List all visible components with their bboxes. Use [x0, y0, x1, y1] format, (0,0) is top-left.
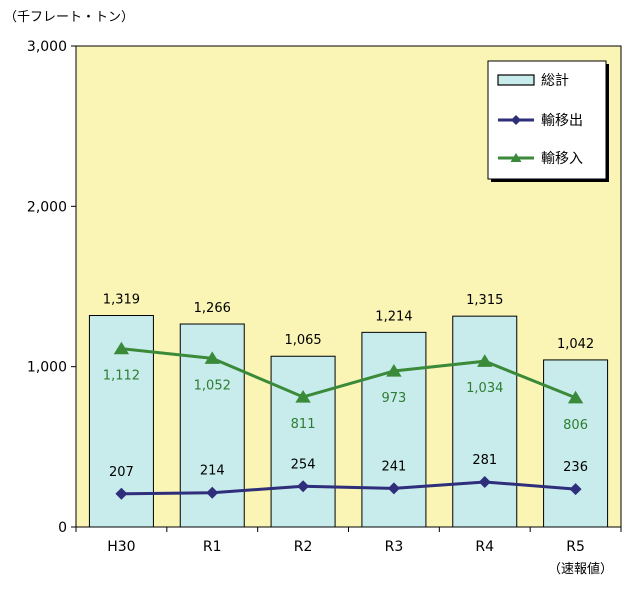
export-value-label: 207 — [109, 465, 134, 480]
bar-labels: 1,319 1,266 1,065 1,214 1,315 1,042 — [103, 293, 594, 352]
y-tick-label: 1,000 — [27, 360, 67, 376]
export-value-label: 254 — [291, 457, 316, 472]
export-value-label: 214 — [200, 464, 225, 479]
x-tick-label: R5 — [566, 539, 585, 555]
bar-total — [361, 331, 427, 528]
y-tick-label: 2,000 — [27, 199, 67, 215]
legend-diamond-icon — [511, 115, 521, 125]
import-value-label: 806 — [563, 418, 588, 433]
x-tick-label: R1 — [203, 539, 222, 555]
x-tick-label: H30 — [107, 539, 135, 555]
bar-total — [543, 359, 609, 528]
import-value-label: 1,052 — [194, 378, 231, 393]
marker-import — [386, 363, 402, 377]
y-unit-label: （千フレート・トン） — [4, 10, 135, 25]
bar-total — [270, 355, 336, 528]
bar-value-label: 1,319 — [103, 293, 140, 308]
export-value-label: 236 — [563, 460, 588, 475]
marker-export — [569, 483, 582, 496]
bar-value-label: 1,042 — [557, 337, 594, 352]
y-tick-label: 0 — [58, 520, 67, 536]
bar-total — [452, 315, 518, 528]
marker-export — [206, 486, 219, 499]
export-value-label: 281 — [472, 453, 497, 468]
marker-import — [567, 390, 584, 404]
x-tick-label: R4 — [475, 539, 494, 555]
marker-export — [478, 475, 491, 488]
marker-export — [297, 480, 310, 493]
preliminary-note: （速報値） — [548, 562, 614, 577]
legend-bar-swatch-icon — [497, 74, 535, 86]
legend-label-import: 輸移入 — [541, 151, 583, 167]
import-value-label: 1,112 — [103, 369, 140, 384]
marker-export — [387, 482, 400, 495]
legend-triangle-icon — [510, 153, 522, 162]
bar-value-label: 1,214 — [375, 309, 412, 324]
lines — [113, 341, 584, 500]
export-value-label: 241 — [382, 459, 407, 474]
bar-value-label: 1,065 — [284, 333, 321, 348]
legend-label-total: 総計 — [541, 73, 569, 89]
legend-label-export: 輸移出 — [541, 113, 583, 129]
bar-value-label: 1,266 — [194, 301, 231, 316]
x-axis: H30 R1 R2 R3 R4 R5 — [75, 527, 622, 555]
import-value-label: 811 — [291, 417, 316, 432]
y-axis: 0 1,000 2,000 3,000 — [27, 39, 76, 536]
import-value-label: 1,034 — [466, 381, 503, 396]
y-tick-label: 3,000 — [27, 39, 67, 55]
line-export — [121, 480, 576, 496]
marker-import — [204, 351, 220, 364]
line-import — [121, 347, 577, 400]
line-labels: 207 214 254 241 281 236 1,112 1,052 811 973 1,034 8… — [103, 369, 588, 480]
marker-export — [115, 487, 128, 500]
marker-import — [477, 354, 493, 367]
marker-import — [295, 389, 311, 403]
import-value-label: 973 — [382, 391, 407, 406]
marker-import — [113, 341, 130, 355]
x-tick-label: R2 — [294, 539, 313, 555]
bar-value-label: 1,315 — [466, 293, 503, 308]
x-tick-label: R3 — [385, 539, 404, 555]
